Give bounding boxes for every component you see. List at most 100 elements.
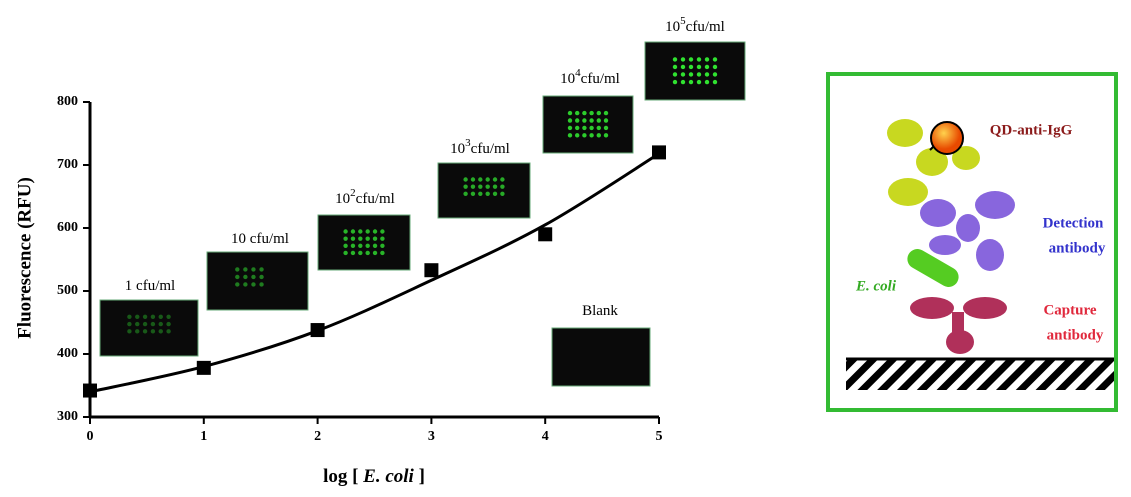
- spot: [575, 125, 580, 131]
- spot: [158, 314, 163, 319]
- annotation-text: 10: [560, 71, 575, 87]
- spot: [485, 177, 490, 182]
- image-background: [317, 214, 411, 271]
- annotation-unit: cfu/ml: [471, 141, 510, 157]
- spot: [603, 125, 609, 131]
- annotation: 104cfu/ml: [560, 67, 620, 88]
- x-axis-title: log [ E. coli ]: [323, 466, 425, 487]
- annotation-sup: 2: [350, 187, 356, 199]
- spot: [166, 321, 171, 327]
- spot: [680, 79, 686, 85]
- annotation: 102cfu/ml: [335, 187, 395, 208]
- spot: [372, 236, 378, 241]
- spot: [596, 110, 601, 116]
- spot: [672, 72, 678, 77]
- annotation-sup: 3: [465, 137, 471, 149]
- y-tick-label: 800: [57, 94, 78, 109]
- spot: [500, 177, 505, 182]
- data-point: [196, 360, 211, 375]
- surface: [846, 360, 1114, 390]
- y-tick-label: 500: [57, 283, 78, 298]
- spot: [350, 236, 356, 241]
- annotation-text: 1 cfu/ml: [125, 278, 175, 294]
- spot: [696, 72, 702, 77]
- spot: [372, 243, 378, 248]
- fit-curve: [89, 152, 660, 394]
- spot: [704, 72, 710, 77]
- spot: [380, 250, 385, 256]
- array-image: [644, 41, 746, 101]
- spot: [672, 79, 678, 85]
- spot: [127, 314, 132, 319]
- spot: [672, 57, 678, 62]
- annotation-text: 10: [665, 19, 680, 35]
- annotation-unit: cfu/ml: [686, 19, 725, 35]
- diagram-frame: [826, 72, 1118, 412]
- y-tick-label: 400: [57, 346, 78, 361]
- spot: [259, 282, 264, 287]
- x-axis-title-part: log [: [323, 466, 358, 487]
- spot: [380, 236, 385, 241]
- spot: [350, 243, 356, 248]
- array-image: [551, 327, 651, 387]
- spot: [589, 110, 594, 116]
- x-tick-label: 2: [314, 429, 321, 444]
- annotation: Blank: [582, 303, 618, 319]
- x-tick-label: 3: [428, 429, 435, 444]
- spot: [150, 321, 156, 327]
- spot: [712, 79, 718, 85]
- spot: [470, 177, 476, 182]
- x-tick-label: 5: [656, 429, 663, 444]
- spot: [575, 110, 580, 116]
- spot: [696, 57, 702, 62]
- spot: [343, 250, 348, 256]
- spot: [158, 321, 163, 327]
- spot: [672, 64, 678, 70]
- spot: [463, 177, 468, 182]
- data-point: [538, 227, 553, 242]
- spot: [492, 184, 498, 189]
- spot: [582, 133, 587, 138]
- x-axis-title-part: ]: [419, 466, 425, 487]
- spot: [492, 191, 498, 196]
- spot: [500, 184, 505, 189]
- spot: [350, 250, 356, 256]
- spot: [603, 118, 609, 123]
- spot: [589, 118, 594, 123]
- spot: [596, 133, 601, 138]
- spot: [365, 229, 370, 234]
- spot: [492, 177, 498, 182]
- y-tick-label: 600: [57, 220, 78, 235]
- spot: [380, 229, 385, 234]
- spot: [485, 184, 490, 189]
- spot: [343, 229, 348, 234]
- array-image: [437, 162, 531, 219]
- spot: [500, 191, 505, 196]
- spot: [688, 72, 694, 77]
- array-image: [206, 251, 309, 311]
- spot: [142, 329, 148, 334]
- array-image: [317, 214, 411, 271]
- spot: [589, 133, 594, 138]
- spot: [712, 57, 718, 62]
- spot: [704, 79, 710, 85]
- spot: [259, 274, 264, 280]
- spot: [712, 72, 718, 77]
- annotation: 103cfu/ml: [450, 137, 510, 158]
- spot: [135, 321, 140, 327]
- spot: [365, 250, 370, 256]
- annotation: 10 cfu/ml: [231, 231, 289, 247]
- spot: [243, 282, 248, 287]
- spot: [582, 118, 587, 123]
- array-image: [542, 95, 634, 154]
- spot: [142, 314, 148, 319]
- annotation-unit: cfu/ml: [581, 71, 620, 87]
- spot: [589, 125, 594, 131]
- spot: [470, 191, 476, 196]
- spot: [343, 236, 348, 241]
- spot: [567, 110, 573, 116]
- spot: [485, 191, 490, 196]
- spot: [343, 243, 348, 248]
- annotation: 1 cfu/ml: [125, 278, 175, 294]
